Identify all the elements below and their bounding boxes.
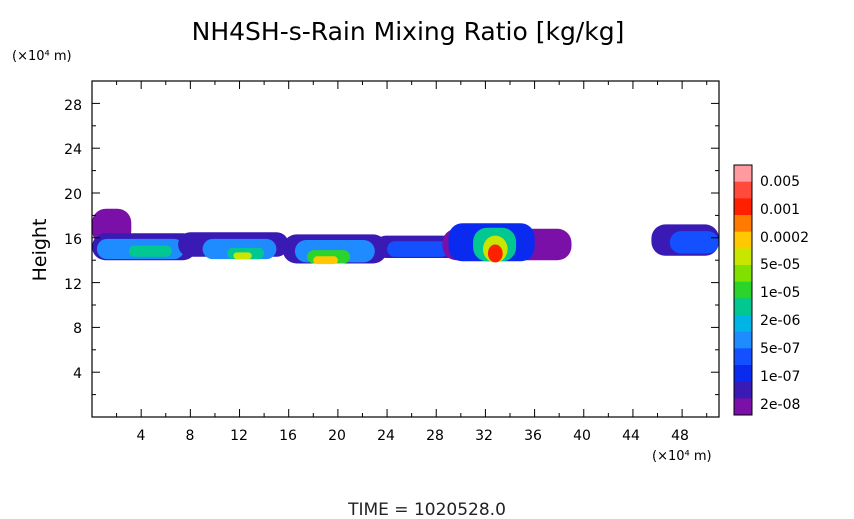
colorbar-swatch — [734, 181, 752, 199]
y-tick-label: 24 — [64, 142, 82, 158]
colorbar — [733, 164, 753, 416]
colorbar-swatch — [734, 281, 752, 299]
chart-title: NH4SH-s-Rain Mixing Ratio [kg/kg] — [192, 17, 625, 46]
y-unit-label: (×10⁴ m) — [12, 49, 72, 64]
colorbar-frame — [733, 164, 753, 416]
colorbar-swatch — [734, 348, 752, 366]
colorbar-swatch — [734, 365, 752, 383]
y-tick-label: 16 — [64, 232, 82, 248]
y-tick-label: 20 — [64, 187, 82, 203]
colorbar-swatch — [734, 165, 752, 183]
colorbar-label: 5e-05 — [760, 257, 800, 273]
colorbar-swatch — [734, 215, 752, 233]
x-tick-label: 16 — [279, 428, 297, 444]
y-tick-label: 28 — [64, 98, 82, 114]
colorbar-swatch — [734, 315, 752, 333]
colorbar-swatch — [734, 248, 752, 266]
time-label: TIME = 1020528.0 — [347, 500, 506, 519]
colorbar-label: 1e-05 — [760, 285, 800, 301]
y-tick-label: 12 — [64, 277, 82, 293]
contour-region — [487, 244, 503, 263]
contour-region — [233, 252, 252, 260]
x-tick-label: 36 — [524, 428, 542, 444]
colorbar-swatch — [734, 398, 752, 416]
plot-frame — [91, 80, 720, 418]
x-tick-label: 32 — [475, 428, 493, 444]
x-tick-label: 8 — [186, 428, 195, 444]
colorbar-label: 2e-06 — [760, 313, 800, 329]
y-tick-label: 8 — [73, 321, 82, 337]
x-tick-label: 44 — [622, 428, 640, 444]
contour-region — [387, 241, 449, 257]
y-tick-label: 4 — [73, 366, 82, 382]
x-tick-label: 48 — [671, 428, 689, 444]
colorbar-label: 0.001 — [760, 202, 800, 218]
colorbar-swatch — [734, 265, 752, 283]
x-tick-label: 24 — [377, 428, 395, 444]
colorbar-label: 0.0002 — [760, 230, 809, 246]
colorbar-swatch — [734, 231, 752, 249]
colorbar-swatch — [734, 331, 752, 349]
colorbar-label: 1e-07 — [760, 369, 800, 385]
y-axis-label: Height — [29, 219, 51, 282]
colorbar-swatch — [734, 198, 752, 216]
x-tick-label: 4 — [137, 428, 146, 444]
contour-region — [669, 231, 719, 254]
axis-ticks — [92, 81, 719, 417]
contour-region — [128, 245, 172, 257]
contour-region — [313, 256, 338, 265]
data-field — [92, 208, 719, 265]
colorbar-swatch — [734, 381, 752, 399]
colorbar-label: 5e-07 — [760, 341, 800, 357]
x-tick-label: 12 — [230, 428, 248, 444]
x-tick-label: 40 — [573, 428, 591, 444]
x-tick-label: 20 — [328, 428, 346, 444]
x-tick-label: 28 — [426, 428, 444, 444]
colorbar-label: 0.005 — [760, 174, 800, 190]
x-unit-label: (×10⁴ m) — [652, 449, 712, 464]
colorbar-label: 2e-08 — [760, 397, 800, 413]
colorbar-swatch — [734, 298, 752, 316]
